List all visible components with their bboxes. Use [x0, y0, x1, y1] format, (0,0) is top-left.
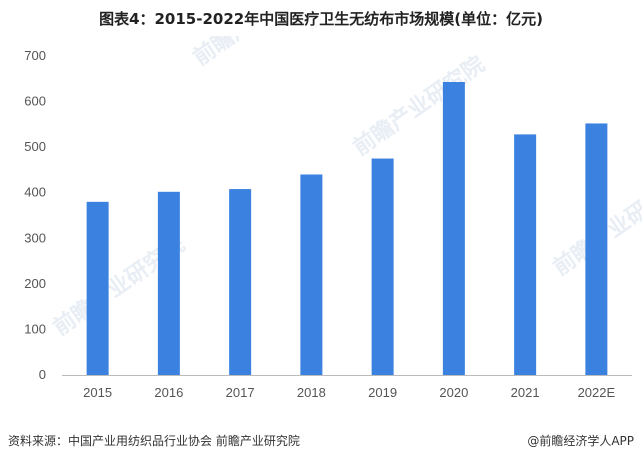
bar-2021 — [514, 134, 537, 375]
y-tick-label: 200 — [24, 276, 46, 291]
y-tick-label: 0 — [39, 367, 46, 382]
y-tick-label: 300 — [24, 230, 46, 245]
source-note: 资料来源：中国产业用纺织品行业协会 前瞻产业研究院 — [8, 434, 300, 448]
bar-2019 — [371, 158, 394, 375]
x-tick-label: 2022E — [578, 385, 616, 400]
y-tick-label: 600 — [24, 94, 46, 109]
y-tick-label: 700 — [24, 48, 46, 63]
bar-2015 — [86, 201, 109, 375]
watermark: 前瞻产业研究院 — [189, 36, 330, 71]
bar-2018 — [300, 174, 323, 375]
y-axis-ticks: 0 100 200 300 400 500 600 700 — [24, 48, 46, 382]
bar-chart: 前瞻产业研究院前瞻产业研究院前瞻产业研究院前瞻产业研究院 0 100 200 300 4… — [24, 36, 642, 400]
x-tick-label: 2017 — [226, 385, 255, 400]
x-tick-label: 2018 — [297, 385, 326, 400]
credit-note: @前瞻经济学人APP — [527, 434, 634, 448]
y-tick-label: 400 — [24, 185, 46, 200]
bars — [86, 81, 608, 376]
bar-2016 — [157, 191, 180, 375]
bar-2022E — [585, 123, 608, 376]
bar-2020 — [442, 81, 465, 376]
x-tick-label: 2021 — [511, 385, 540, 400]
y-tick-label: 100 — [24, 321, 46, 336]
bar-2017 — [229, 189, 252, 375]
y-tick-label: 500 — [24, 139, 46, 154]
x-tick-label: 2016 — [154, 385, 183, 400]
watermark: 前瞻产业研究院 — [349, 51, 490, 161]
x-tick-label: 2020 — [439, 385, 468, 400]
chart-title: 图表4：2015-2022年中国医疗卫生无纺布市场规模(单位：亿元) — [99, 10, 543, 28]
x-tick-label: 2019 — [368, 385, 397, 400]
x-tick-label: 2015 — [83, 385, 112, 400]
x-axis-ticks: 2015 2016 2017 2018 2019 2020 2021 2022E — [83, 385, 615, 400]
watermark-layer: 前瞻产业研究院前瞻产业研究院前瞻产业研究院前瞻产业研究院 — [49, 36, 642, 341]
